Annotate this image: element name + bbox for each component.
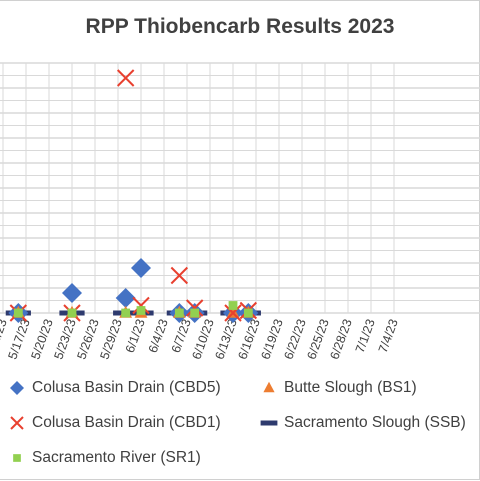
legend-item: Sacramento Slough (SSB) (260, 414, 466, 432)
x-tick-label: 7/4/23 (376, 317, 401, 354)
x-tick-label: 6/1/23 (123, 317, 148, 354)
legend-marker-icon (260, 414, 278, 432)
x-tick-label: 7/1/23 (353, 317, 378, 354)
legend-label: Colusa Basin Drain (CBD5) (32, 379, 221, 396)
x-tick-label: 6/7/23 (169, 317, 194, 354)
legend-item: Colusa Basin Drain (CBD1) (8, 414, 221, 432)
legend-label: Sacramento River (SR1) (32, 449, 201, 466)
legend-item: Butte Slough (BS1) (260, 379, 417, 397)
data-point-square (67, 308, 77, 318)
x-tick-label: 6/4/23 (146, 317, 171, 354)
data-point-x (224, 304, 242, 322)
legend-item: Colusa Basin Drain (CBD5) (8, 379, 221, 397)
data-point-x (116, 69, 135, 87)
legend-marker-icon (8, 379, 26, 397)
data-point-square (243, 308, 253, 318)
legend-marker-icon (8, 449, 26, 467)
chart-title: RPP Thiobencarb Results 2023 (85, 15, 395, 38)
data-point-square (228, 301, 238, 310)
data-point-diamond (115, 288, 136, 308)
x-tick-label: 5/29/23 (97, 317, 124, 361)
data-point-square (190, 308, 200, 318)
legend-item: Sacramento River (SR1) (8, 449, 201, 467)
legend-marker-icon (8, 414, 26, 432)
data-point-x (132, 296, 150, 315)
legend-label: Sacramento Slough (SSB) (284, 414, 466, 431)
data-point-x (185, 299, 204, 317)
data-point-diamond (131, 258, 152, 278)
legend-label: Colusa Basin Drain (CBD1) (32, 414, 221, 431)
data-point-square (121, 308, 131, 318)
data-point-square (136, 306, 146, 315)
x-tick-label: 6/28/23 (327, 317, 354, 361)
legend-marker-icon (260, 379, 278, 397)
data-point-x (170, 266, 189, 285)
data-point-diamond (62, 283, 83, 303)
legend-label: Butte Slough (BS1) (284, 379, 417, 396)
data-point-square (13, 308, 23, 318)
data-point-square (174, 308, 184, 318)
